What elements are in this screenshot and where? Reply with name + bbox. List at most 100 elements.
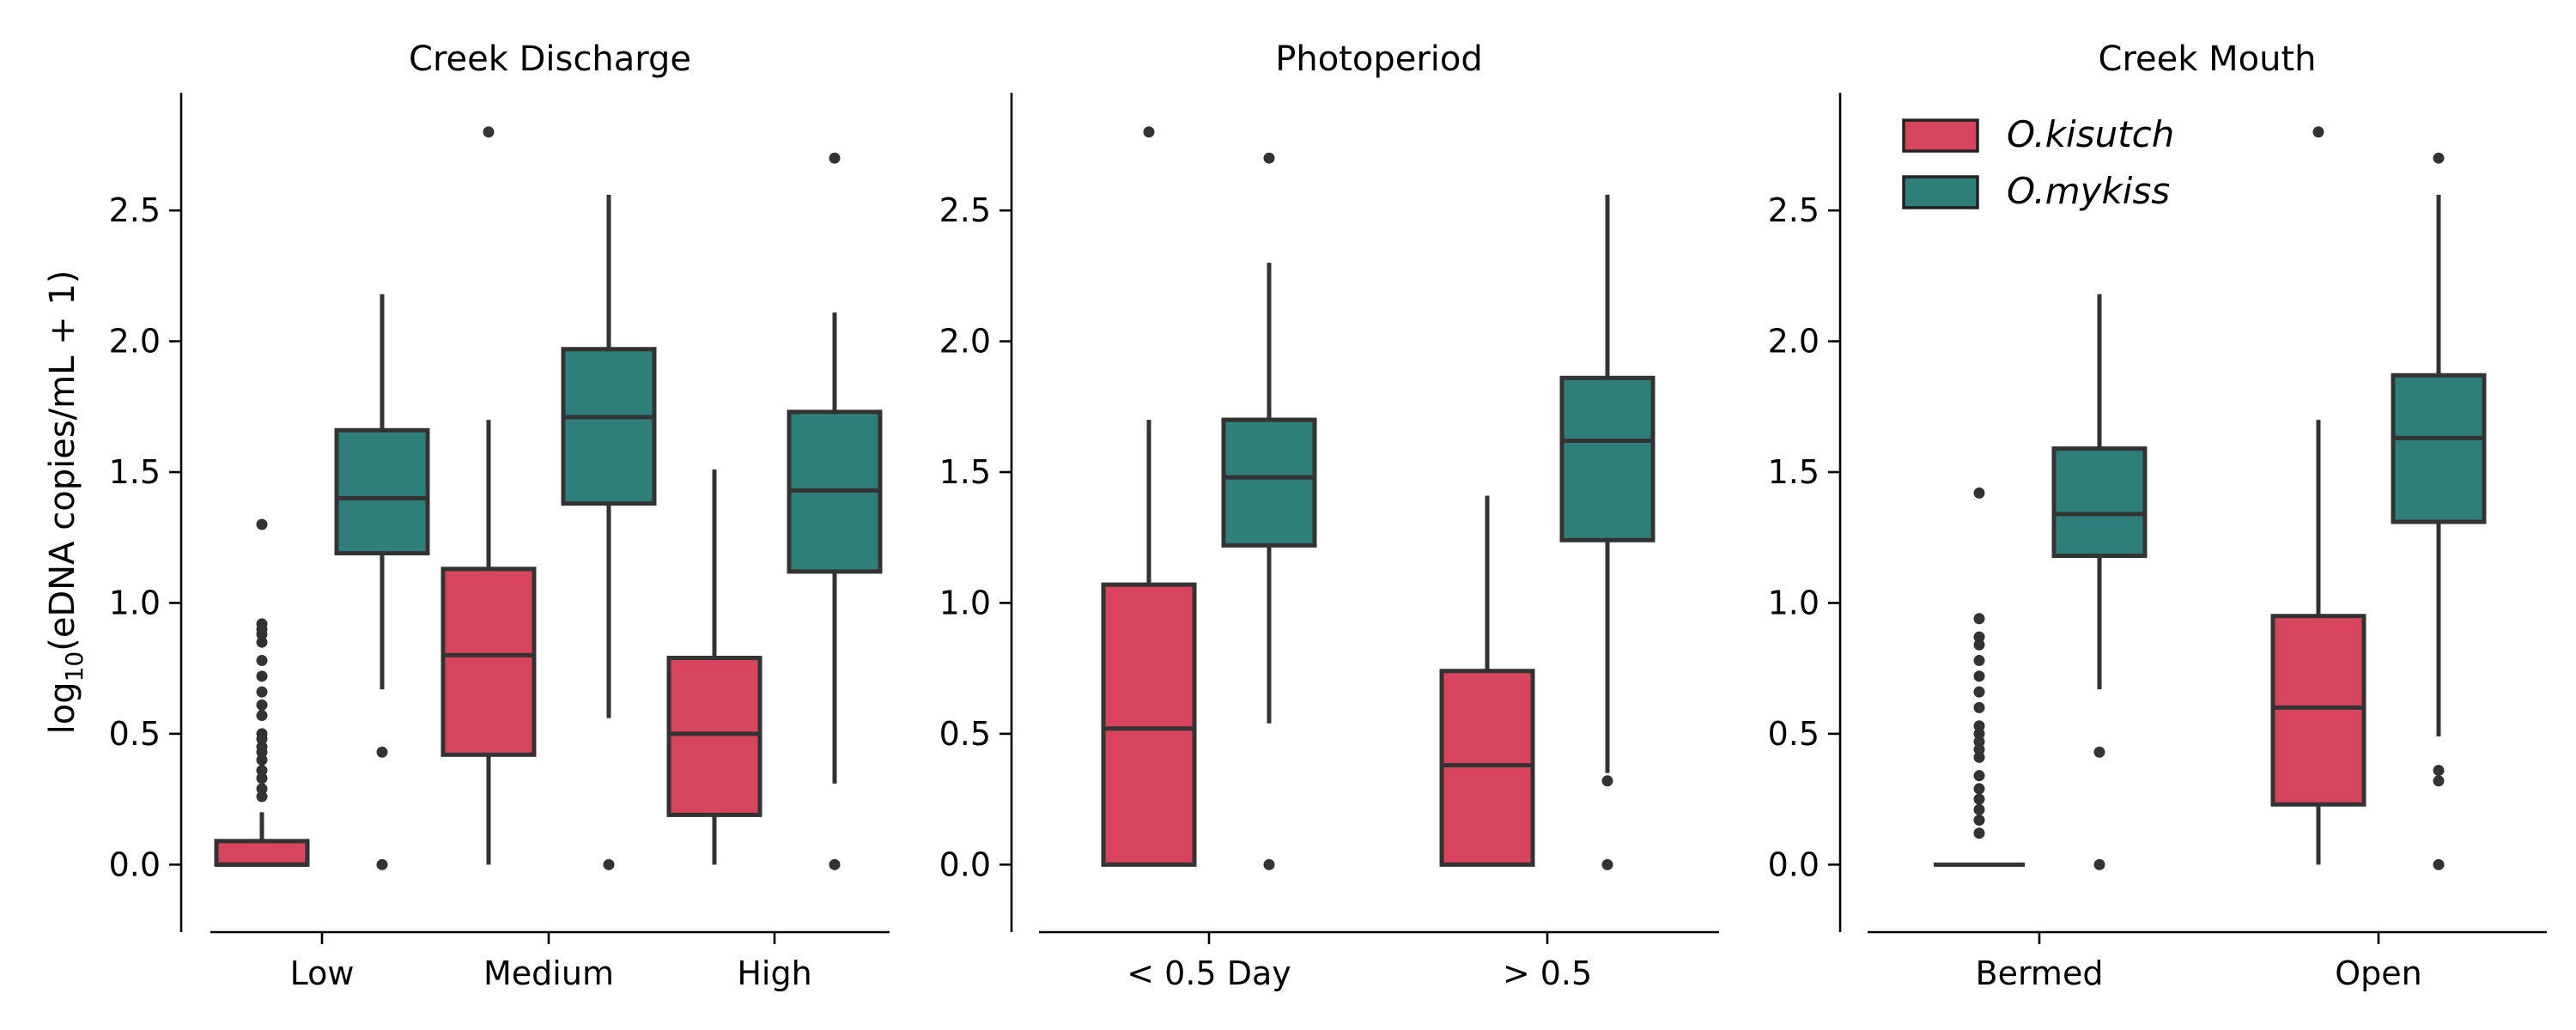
y-tick-label: 0.0: [939, 845, 991, 883]
outlier-point: [1973, 631, 1985, 643]
outlier-point: [1973, 701, 1985, 713]
legend-swatch: [1902, 175, 1979, 209]
outlier-point: [256, 783, 268, 795]
y-tick-label: 1.0: [109, 584, 161, 621]
box-iqr: [1439, 669, 1535, 867]
outlier-point: [2433, 152, 2445, 164]
legend-entry-o-kisutch: O.kisutch: [1902, 113, 2174, 155]
outlier-point: [256, 686, 268, 698]
outlier-point: [1973, 720, 1985, 732]
outlier-point: [256, 655, 268, 667]
outlier-point: [1601, 775, 1613, 787]
y-tick-label: 2.0: [939, 323, 991, 360]
y-tick-label: 1.5: [939, 453, 991, 491]
outlier-point: [829, 152, 841, 164]
y-tick-label: 2.5: [109, 191, 161, 229]
y-axis-label-suffix: (eDNA copies/mL + 1): [43, 270, 82, 651]
outlier-point: [1973, 728, 1985, 740]
panel-3: Creek Mouth 0.0 0.5 1.0 1.5 2.0 2.5 Bermed Open: [1768, 39, 2547, 992]
box-o-mykiss-open: [2391, 152, 2487, 870]
legend-entry-o-mykiss: O.mykiss: [1902, 170, 2170, 212]
outlier-point: [2433, 775, 2445, 787]
outlier-point: [2093, 746, 2105, 758]
outlier-point: [256, 728, 268, 740]
outlier-point: [256, 772, 268, 785]
y-tick-label: 0.0: [1768, 845, 1820, 883]
x-tick-label: > 0.5: [1503, 954, 1592, 992]
box-iqr: [1559, 375, 1656, 542]
outlier-point: [1973, 803, 1985, 815]
outlier-point: [829, 858, 841, 870]
outlier-point: [256, 636, 268, 648]
outlier-point: [256, 791, 268, 803]
box-iqr: [2391, 373, 2487, 524]
outlier-point: [376, 746, 388, 758]
outlier-point: [256, 699, 268, 711]
y-tick-label: 1.5: [109, 453, 161, 491]
box-o-mykiss-medium: [561, 194, 657, 870]
x-tick-label: Bermed: [1976, 954, 2104, 992]
box-o-mykiss-low: [334, 294, 430, 870]
box-iqr: [440, 566, 537, 757]
panel-title: Creek Discharge: [409, 39, 691, 79]
y-tick-label: 1.5: [1768, 453, 1820, 491]
y-axis-label-prefix: log: [43, 682, 82, 734]
panels: Creek Discharge 0.0 0.5 1.0 1.5 2.0 2.5 Low Medi…: [109, 39, 2547, 992]
outlier-point: [376, 858, 388, 870]
box-iqr: [1221, 417, 1317, 548]
legend-label: O.mykiss: [2007, 170, 2170, 212]
outlier-point: [483, 126, 495, 138]
outlier-point: [2433, 858, 2445, 870]
outlier-point: [1973, 639, 1985, 651]
y-tick-label: 0.5: [1768, 715, 1820, 753]
outlier-point: [1973, 670, 1985, 682]
outlier-point: [1263, 152, 1275, 164]
outlier-point: [256, 518, 268, 530]
outlier-point: [256, 741, 268, 753]
outlier-point: [1973, 487, 1985, 499]
box-iqr: [666, 655, 762, 817]
y-tick-label: 1.0: [939, 584, 991, 621]
outlier-point: [256, 754, 268, 766]
y-tick-label: 1.0: [1768, 584, 1820, 621]
outlier-point: [1973, 751, 1985, 763]
x-tick-label: High: [737, 954, 811, 992]
box-o-mykiss-05: [1559, 194, 1656, 870]
outlier-point: [1973, 783, 1985, 795]
legend: O.kisutch O.mykiss: [1902, 113, 2174, 212]
y-axis-label-sub: 10: [60, 651, 88, 682]
outlier-point: [256, 710, 268, 722]
y-tick-label: 2.0: [109, 323, 161, 360]
box-iqr: [214, 839, 310, 867]
x-tick-label: Low: [290, 954, 355, 992]
box-o-mykiss-05day: [1221, 152, 1317, 870]
x-tick-label: Medium: [483, 954, 614, 992]
x-tick-label: Open: [2335, 954, 2422, 992]
y-tick-label: 0.0: [109, 845, 161, 883]
box-o-kisutch-medium: [440, 126, 537, 865]
box-iqr: [2051, 446, 2148, 559]
box-iqr: [561, 347, 657, 506]
box-iqr: [2270, 614, 2366, 807]
outlier-point: [1143, 126, 1155, 138]
outlier-point: [603, 858, 615, 870]
y-axis-label: log10(eDNA copies/mL + 1): [43, 270, 88, 735]
box-o-kisutch-05day: [1101, 126, 1197, 867]
outlier-point: [1973, 736, 1985, 748]
box-o-kisutch-open: [2270, 126, 2366, 865]
outlier-point: [1973, 814, 1985, 826]
box-o-kisutch-05: [1439, 495, 1535, 867]
y-tick-label: 0.5: [939, 715, 991, 753]
panel-title: Creek Mouth: [2099, 39, 2317, 79]
outlier-point: [1973, 743, 1985, 755]
outlier-point: [2312, 126, 2324, 138]
panel-title: Photoperiod: [1275, 39, 1483, 79]
box-o-kisutch-low: [214, 518, 310, 867]
panel-2: Photoperiod 0.0 0.5 1.0 1.5 2.0 2.5 < 0.5 Day > …: [939, 39, 1719, 992]
outlier-point: [1973, 655, 1985, 667]
outlier-point: [1973, 770, 1985, 782]
y-tick-label: 0.5: [109, 715, 161, 753]
outlier-point: [2433, 765, 2445, 777]
outlier-point: [256, 618, 268, 630]
